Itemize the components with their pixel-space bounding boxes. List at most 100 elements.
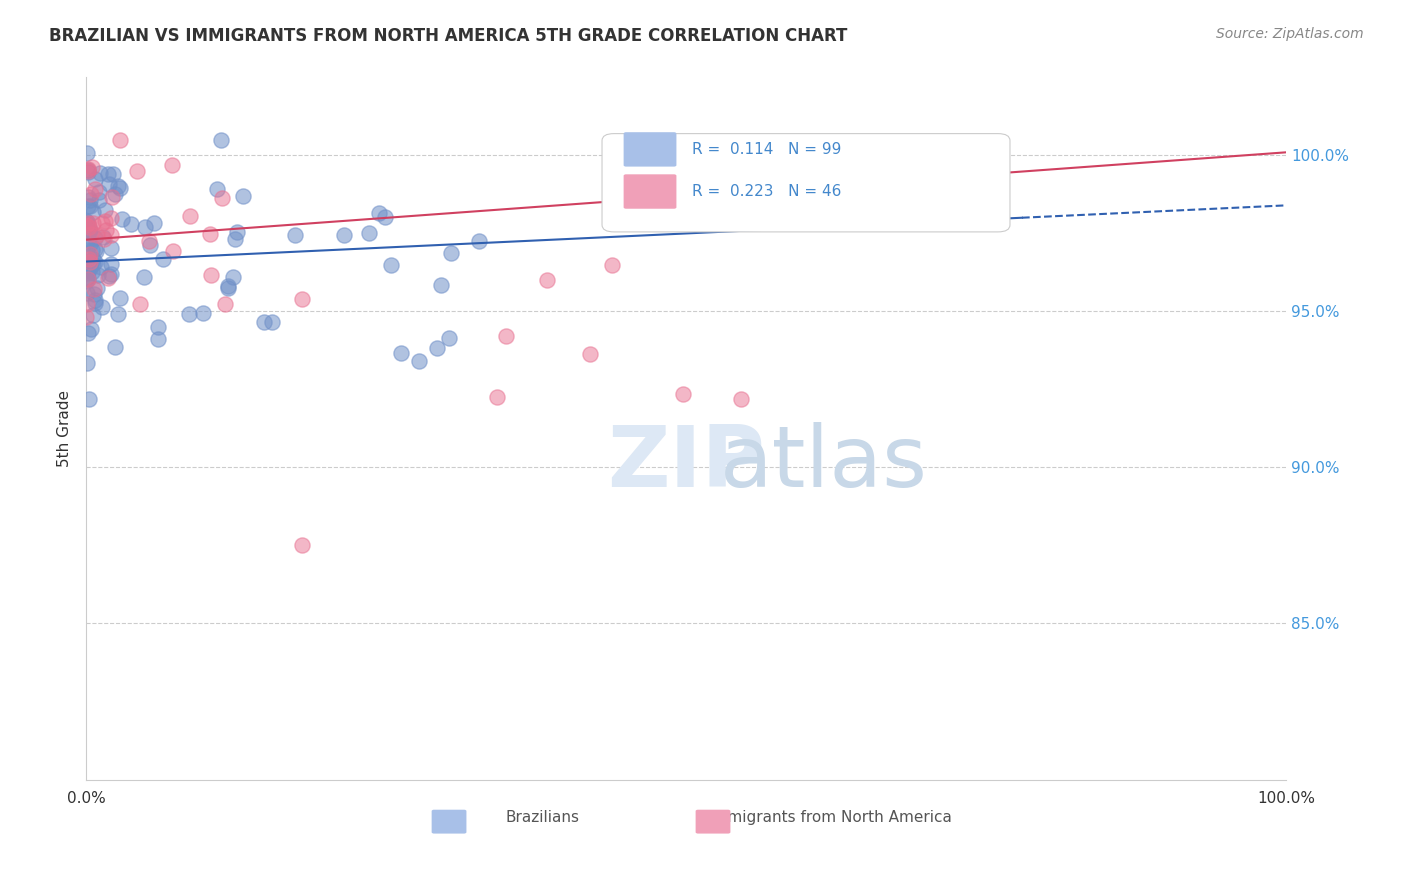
Immigrants from North America [200,268,222,282]
Immigrants from North America [200,227,222,241]
Immigrants from North America [94,213,117,227]
Text: BRAZILIAN VS IMMIGRANTS FROM NORTH AMERICA 5TH GRADE CORRELATION CHART: BRAZILIAN VS IMMIGRANTS FROM NORTH AMERI… [49,27,848,45]
Brazilians [83,286,105,301]
Brazilians [91,230,114,244]
Brazilians [76,259,98,273]
Brazilians [77,199,100,213]
Brazilians [191,306,214,320]
Brazilians [82,252,104,267]
Brazilians [146,320,169,334]
Brazilians [76,356,98,370]
Brazilians [468,234,491,248]
Brazilians [142,216,165,230]
FancyBboxPatch shape [696,810,730,833]
Text: Immigrants from North America: Immigrants from North America [709,810,952,824]
Brazilians [79,263,101,277]
Brazilians [104,187,127,202]
Brazilians [77,225,100,239]
Immigrants from North America [100,211,122,225]
Brazilians [437,331,460,345]
Brazilians [83,293,105,307]
Brazilians [132,270,155,285]
Y-axis label: 5th Grade: 5th Grade [58,390,72,467]
Brazilians [134,219,156,234]
Immigrants from North America [80,186,103,201]
Brazilians [253,315,276,329]
Immigrants from North America [214,297,236,311]
FancyBboxPatch shape [432,810,467,833]
Immigrants from North America [536,273,558,287]
Brazilians [107,179,129,194]
Brazilians [262,315,284,329]
Immigrants from North America [96,223,118,237]
Immigrants from North America [79,255,101,269]
Brazilians [83,231,105,245]
Brazilians [374,210,396,224]
Brazilians [76,269,98,284]
Immigrants from North America [76,297,98,311]
Brazilians [79,322,101,336]
Brazilians [76,215,98,229]
Immigrants from North America [138,234,160,248]
Immigrants from North America [129,297,152,311]
Brazilians [440,246,463,260]
Brazilians [101,167,124,181]
Immigrants from North America [578,347,600,361]
Immigrants from North America [160,158,183,172]
Brazilians [82,205,104,219]
Immigrants from North America [84,182,107,196]
Brazilians [217,278,239,293]
Immigrants from North America [101,189,124,203]
Immigrants from North America [495,328,517,343]
Brazilians [152,252,174,266]
Brazilians [76,267,98,281]
Brazilians [82,308,104,322]
Brazilians [104,340,127,354]
Brazilians [368,206,391,220]
Brazilians [357,226,380,240]
Brazilians [76,272,98,286]
Brazilians [79,199,101,213]
Brazilians [76,243,98,257]
Brazilians [75,274,97,288]
Immigrants from North America [77,162,100,177]
Brazilians [84,171,107,186]
Immigrants from North America [76,164,98,178]
Immigrants from North America [82,216,104,230]
FancyBboxPatch shape [602,134,1010,232]
Brazilians [284,227,307,242]
Brazilians [107,306,129,320]
Immigrants from North America [79,246,101,260]
Brazilians [75,214,97,228]
Brazilians [83,242,105,256]
Brazilians [83,255,105,269]
Immigrants from North America [291,539,314,553]
Immigrants from North America [75,219,97,233]
Immigrants from North America [80,227,103,241]
Brazilians [224,232,246,246]
Text: ZIP: ZIP [607,422,765,505]
Immigrants from North America [125,164,148,178]
Brazilians [100,257,122,271]
Immigrants from North America [162,244,184,258]
Immigrants from North America [75,310,97,325]
Immigrants from North America [82,161,104,175]
Brazilians [179,307,201,321]
Brazilians [80,265,103,279]
Immigrants from North America [91,215,114,229]
Brazilians [76,326,98,341]
Immigrants from North America [79,252,101,267]
Brazilians [79,260,101,274]
Brazilians [90,300,112,314]
FancyBboxPatch shape [624,174,676,209]
Immigrants from North America [77,272,100,286]
Immigrants from North America [100,227,122,242]
Brazilians [80,243,103,257]
Text: Brazilians: Brazilians [505,810,579,824]
Brazilians [86,280,108,294]
Brazilians [97,167,120,181]
Brazilians [84,296,107,310]
Immigrants from North America [97,271,120,285]
Brazilians [77,217,100,231]
Brazilians [408,353,430,368]
